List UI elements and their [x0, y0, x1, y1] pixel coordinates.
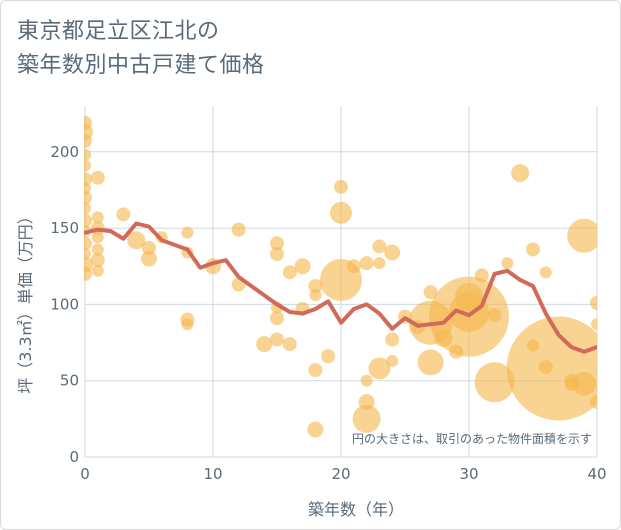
- bubble-point: [384, 244, 401, 261]
- x-tick-label: 0: [80, 465, 90, 483]
- bubble-point: [294, 258, 311, 275]
- bubble-point: [564, 376, 579, 391]
- bubble-point: [116, 207, 131, 222]
- bubble-point: [84, 248, 91, 261]
- bubble-point: [368, 357, 391, 380]
- chart-title-line-1: 東京都足立区江北の: [17, 19, 220, 44]
- bubble-point: [372, 239, 387, 254]
- bubble-point: [84, 159, 91, 172]
- bubble-point: [373, 257, 386, 270]
- x-tick-label: 30: [459, 465, 478, 483]
- bubble-point: [270, 247, 284, 262]
- bubble-point: [538, 359, 553, 374]
- bubble-point: [181, 318, 194, 331]
- bubble-point: [449, 344, 464, 359]
- bubble-point: [330, 201, 352, 224]
- bubble-point: [591, 318, 597, 331]
- y-tick-label: 150: [50, 219, 79, 237]
- bubble-point: [527, 339, 539, 352]
- bubble-point: [141, 250, 157, 267]
- bubble-point: [84, 202, 91, 215]
- bubble-point: [474, 268, 489, 283]
- bubble-point: [423, 285, 438, 300]
- bubble-point: [84, 213, 92, 228]
- chart-title: 東京都足立区江北の 築年数別中古戸建て価格: [17, 15, 265, 83]
- bubble-point: [282, 337, 297, 352]
- bubble-point: [590, 295, 597, 310]
- bubble-point: [270, 332, 284, 347]
- y-tick-label: 0: [69, 448, 79, 466]
- bubble-point: [385, 332, 400, 347]
- x-axis-label: 築年数（年）: [308, 500, 404, 519]
- bubble-point: [572, 371, 597, 396]
- bubble-point: [84, 266, 92, 281]
- bubble-point: [142, 240, 156, 255]
- bubble-point: [270, 236, 284, 251]
- bubble-point: [352, 404, 381, 433]
- x-tick-label: 10: [203, 465, 222, 483]
- bubble-point: [487, 308, 502, 323]
- bubble-point: [334, 179, 348, 194]
- bubble-point: [84, 148, 91, 161]
- bubble-point: [526, 242, 540, 257]
- bubble-point: [417, 349, 444, 376]
- y-tick-label: 50: [60, 372, 79, 390]
- y-tick-label: 200: [50, 143, 79, 161]
- bubble-point: [270, 311, 284, 326]
- bubble-point: [511, 164, 530, 183]
- bubble-point: [539, 266, 552, 279]
- bubble-point: [91, 264, 104, 277]
- bubble-point: [308, 279, 323, 294]
- bubble-point: [308, 363, 323, 378]
- bubble-point: [501, 257, 514, 270]
- bubble-point: [181, 226, 194, 239]
- bubble-point: [590, 395, 597, 410]
- bubble-point: [127, 231, 146, 250]
- bubble-point: [346, 259, 361, 274]
- bubble-point: [84, 236, 92, 251]
- x-axis-ticks: 0 10 20 30 40: [80, 465, 606, 483]
- bubble-point: [256, 336, 273, 353]
- bubble-point: [84, 182, 91, 195]
- bubble-point: [307, 421, 324, 438]
- bubble-point: [309, 289, 322, 302]
- bubble-point: [90, 253, 105, 268]
- bubble-point: [321, 349, 336, 364]
- chart-title-line-2: 築年数別中古戸建て価格: [17, 53, 265, 78]
- y-tick-label: 100: [50, 295, 79, 313]
- bubble-size-note: 円の大きさは、取引のあった物件面積を示す: [352, 431, 592, 446]
- bubble-point: [282, 265, 297, 280]
- y-axis-ticks: 0 50 100 150 200: [50, 143, 79, 466]
- bubble-point: [231, 222, 246, 237]
- bubble-point: [358, 394, 375, 411]
- x-tick-label: 40: [587, 465, 606, 483]
- bubble-point: [360, 374, 373, 387]
- bubble-point: [90, 170, 105, 185]
- bubble-point: [84, 134, 92, 149]
- bubble-point: [434, 328, 453, 347]
- bubble-point: [386, 354, 399, 367]
- bubble-point: [91, 231, 104, 244]
- bubble-point: [474, 362, 515, 403]
- average-price-line: [84, 221, 597, 354]
- bubble-point: [84, 115, 92, 130]
- bubble-point: [567, 218, 597, 253]
- y-axis-label: 坪（3.3㎡）単価（万円）: [16, 208, 35, 393]
- bubble-point: [359, 256, 374, 271]
- bubble-series: [84, 115, 597, 438]
- bubble-point: [455, 282, 483, 311]
- x-tick-label: 20: [331, 465, 350, 483]
- bubble-point: [91, 211, 104, 224]
- bubble-point: [91, 243, 104, 256]
